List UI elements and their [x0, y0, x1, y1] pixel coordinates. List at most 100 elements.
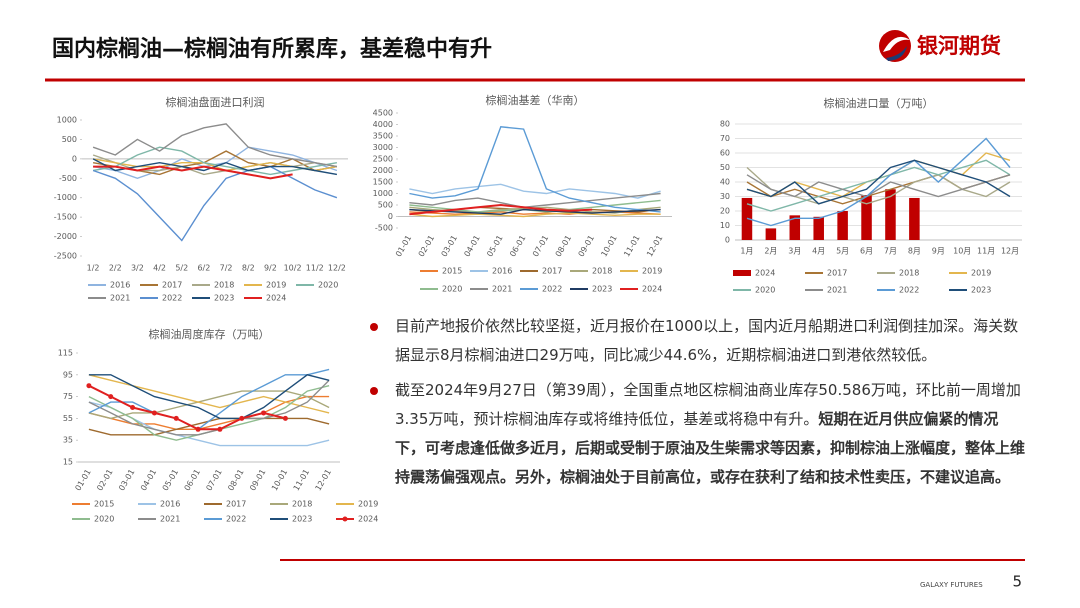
legend-label: 2023 — [214, 294, 234, 303]
series-line — [88, 374, 330, 414]
x-tick-label: 8/2 — [242, 264, 255, 273]
y-tick-label: 30 — [720, 192, 730, 201]
x-tick-label: 1/2 — [87, 264, 100, 273]
point — [173, 415, 179, 421]
x-tick-label: 6/2 — [197, 264, 210, 273]
legend-label: 2021 — [827, 286, 847, 295]
x-tick-label: 9/2 — [264, 264, 277, 273]
point — [239, 415, 245, 421]
legend-label: 2016 — [110, 281, 130, 290]
bar — [765, 228, 777, 240]
x-tick-label: 11-01 — [292, 468, 311, 493]
x-tick-label: 12-01 — [645, 234, 664, 259]
legend-label: 2020 — [94, 515, 114, 524]
series-line — [92, 158, 338, 176]
x-tick-label: 8月 — [908, 247, 921, 256]
legend-label: 2020 — [442, 285, 462, 294]
legend-label: 2022 — [899, 286, 919, 295]
x-tick-label: 4月 — [812, 247, 825, 256]
chart-title: 棕榈油周度库存（万吨） — [149, 327, 270, 341]
x-tick-label: 12/2 — [328, 264, 346, 273]
legend-label: 2019 — [642, 267, 662, 276]
series-line — [92, 146, 338, 176]
series-line — [88, 368, 330, 431]
x-tick-label: 11月 — [977, 247, 995, 256]
bullet-dot — [370, 387, 378, 395]
bar — [909, 197, 920, 240]
y-tick-label: 10 — [720, 221, 730, 230]
series-line — [92, 123, 338, 168]
y-tick-label: 1500 — [373, 178, 393, 187]
series-line — [88, 384, 286, 431]
y-tick-label: 3500 — [373, 132, 393, 141]
bullet-text: 目前产地报价依然比较坚挺，近月报价在1000以上，国内近月船期进口利润倒挂加深。… — [395, 317, 1019, 364]
legend-label: 2024 — [642, 285, 662, 294]
legend-label: 2019 — [971, 269, 991, 278]
series-line — [88, 379, 330, 436]
legend-label: 2017 — [226, 500, 246, 509]
page-number: 5 — [1012, 573, 1022, 591]
x-tick-label: 07-01 — [204, 468, 223, 493]
x-tick-label: 10/2 — [284, 264, 302, 273]
y-tick-label: 1000 — [57, 116, 77, 125]
point — [282, 415, 288, 421]
y-tick-label: 40 — [720, 178, 730, 187]
series-line — [746, 159, 1011, 205]
point — [86, 383, 92, 389]
legend-label: 2017 — [542, 267, 562, 276]
legend-label: 2021 — [492, 285, 512, 294]
bullet: 截至2024年9月27日（第39周），全国重点地区棕榈油商业库存50.586万吨… — [370, 376, 1025, 492]
legend-label: 2018 — [214, 281, 234, 290]
x-tick-label: 08-01 — [226, 468, 245, 493]
y-tick-label: 115 — [58, 349, 73, 358]
x-tick-label: 10-01 — [599, 234, 618, 259]
x-tick-label: 3月 — [788, 247, 801, 256]
point — [217, 426, 223, 432]
legend-label: 2022 — [162, 294, 182, 303]
y-tick-label: 35 — [63, 436, 73, 445]
legend-label: 2024 — [755, 269, 775, 278]
legend-label: 2021 — [160, 515, 180, 524]
y-tick-label: 2000 — [373, 166, 393, 175]
series-line — [746, 137, 1011, 227]
point — [261, 410, 267, 416]
point — [130, 405, 136, 410]
legend-label: 2019 — [358, 500, 378, 509]
point — [195, 426, 201, 432]
legend-swatch — [733, 270, 751, 276]
legend-label: 2018 — [592, 267, 612, 276]
y-tick-label: -500 — [375, 224, 393, 233]
x-tick-label: 7/2 — [220, 264, 233, 273]
y-tick-label: 500 — [378, 201, 393, 210]
y-tick-label: 0 — [388, 212, 393, 221]
legend-label: 2022 — [226, 515, 246, 524]
x-tick-label: 2/2 — [109, 264, 122, 273]
footer-brand: GALAXY FUTURES — [920, 581, 983, 589]
series-line — [92, 165, 338, 242]
legend-label: 2023 — [292, 515, 312, 524]
legend-label: 2017 — [162, 281, 182, 290]
y-tick-label: 70 — [720, 134, 730, 143]
legend-label: 2022 — [542, 285, 562, 294]
y-tick-label: -1000 — [54, 193, 77, 202]
x-tick-label: 5/2 — [175, 264, 188, 273]
y-tick-label: 80 — [720, 120, 730, 129]
legend-label: 2016 — [160, 500, 180, 509]
x-tick-label: 09-01 — [577, 234, 596, 259]
chart-title: 棕榈油基差（华南） — [486, 93, 585, 107]
legend-marker — [342, 516, 348, 522]
legend-label: 2015 — [442, 267, 462, 276]
x-tick-label: 9月 — [932, 247, 945, 256]
x-tick-label: 05-01 — [161, 468, 180, 493]
x-tick-label: 06-01 — [183, 468, 202, 493]
x-tick-label: 01-01 — [73, 468, 92, 493]
y-tick-label: 75 — [63, 392, 73, 401]
legend-label: 2018 — [292, 500, 312, 509]
y-tick-label: 95 — [63, 370, 73, 379]
y-tick-label: 50 — [720, 163, 730, 172]
y-tick-label: 500 — [62, 135, 77, 144]
y-tick-label: 20 — [720, 207, 730, 216]
x-tick-label: 4/2 — [153, 264, 166, 273]
x-tick-label: 07-01 — [531, 234, 550, 259]
y-tick-label: 55 — [63, 414, 73, 423]
